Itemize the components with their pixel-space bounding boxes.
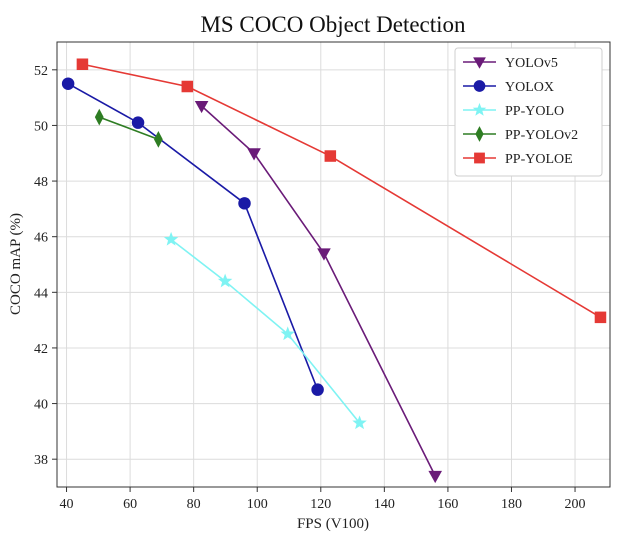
data-point <box>317 248 331 261</box>
series-yolov5 <box>194 101 443 484</box>
series-line <box>67 83 319 390</box>
data-point <box>181 80 194 93</box>
chart-title: MS COCO Object Detection <box>200 12 466 37</box>
legend-label: YOLOv5 <box>505 56 558 71</box>
y-tick-label: 50 <box>34 119 48 134</box>
y-tick-label: 48 <box>34 175 48 190</box>
legend-marker <box>473 80 486 92</box>
x-tick-label: 60 <box>123 497 137 512</box>
y-tick-label: 40 <box>34 398 48 413</box>
y-tick-label: 52 <box>34 64 48 79</box>
legend-item-yolov5: YOLOv5 <box>463 56 558 71</box>
data-point <box>61 77 75 90</box>
series-yolox <box>61 77 324 396</box>
legend-item-pp-yoloe: PP-YOLOE <box>463 152 573 167</box>
legend-label: PP-YOLOE <box>505 152 573 167</box>
x-tick-label: 40 <box>60 497 74 512</box>
x-tick-label: 120 <box>310 497 331 512</box>
series-layer <box>61 58 607 484</box>
x-tick-label: 100 <box>247 497 268 512</box>
x-axis-ticks: 40 60 80 100 120 140 160 180 200 <box>60 487 586 512</box>
x-tick-label: 180 <box>501 497 522 512</box>
legend-label: PP-YOLO <box>505 104 564 119</box>
legend-marker <box>474 152 485 164</box>
x-tick-label: 140 <box>374 497 395 512</box>
gridlines <box>57 42 610 487</box>
data-point <box>217 273 233 288</box>
legend-box <box>454 47 603 177</box>
x-axis-label: FPS (V100) <box>297 516 369 532</box>
series-pp-yolov2 <box>94 108 163 148</box>
data-point <box>594 311 607 324</box>
y-axis-label: COCO mAP (%) <box>8 213 24 315</box>
y-tick-label: 42 <box>34 342 48 357</box>
data-point <box>76 58 89 71</box>
legend-marker <box>475 126 484 142</box>
series-line <box>98 116 159 141</box>
series-line <box>170 238 361 424</box>
legend-item-pp-yolov2: PP-YOLOv2 <box>463 126 578 143</box>
data-point <box>238 197 251 210</box>
series-line <box>201 105 436 477</box>
series-pp-yolo <box>163 231 367 430</box>
x-tick-label: 80 <box>187 497 201 512</box>
legend: YOLOv5 YOLOX PP-YOLO PP-YOLOv2 PP-YOLOE <box>454 47 603 177</box>
legend-marker <box>472 102 487 116</box>
x-tick-label: 160 <box>437 497 458 512</box>
data-point <box>428 470 443 484</box>
x-tick-label: 200 <box>565 497 586 512</box>
plot-frame <box>56 41 611 488</box>
y-tick-label: 46 <box>34 231 48 246</box>
series-line <box>82 63 601 319</box>
legend-item-pp-yolo: PP-YOLO <box>463 102 564 119</box>
legend-label: YOLOX <box>505 80 554 95</box>
y-tick-label: 44 <box>34 286 48 301</box>
data-point <box>131 116 145 129</box>
legend-label: PP-YOLOv2 <box>505 128 578 143</box>
data-point <box>324 150 337 162</box>
data-point <box>311 383 324 396</box>
data-point <box>247 148 261 161</box>
data-point <box>153 130 163 148</box>
legend-item-yolox: YOLOX <box>463 80 554 95</box>
data-point <box>94 108 104 126</box>
data-point <box>163 231 179 246</box>
watermark: 知乎 @deephub <box>504 507 612 524</box>
series-pp-yoloe <box>76 58 607 324</box>
data-point <box>194 101 209 114</box>
data-point <box>280 326 295 341</box>
y-tick-label: 38 <box>34 453 48 468</box>
data-point <box>352 415 367 430</box>
legend-marker <box>473 57 486 69</box>
y-axis-ticks: 38 40 42 44 46 48 50 52 <box>34 64 57 468</box>
